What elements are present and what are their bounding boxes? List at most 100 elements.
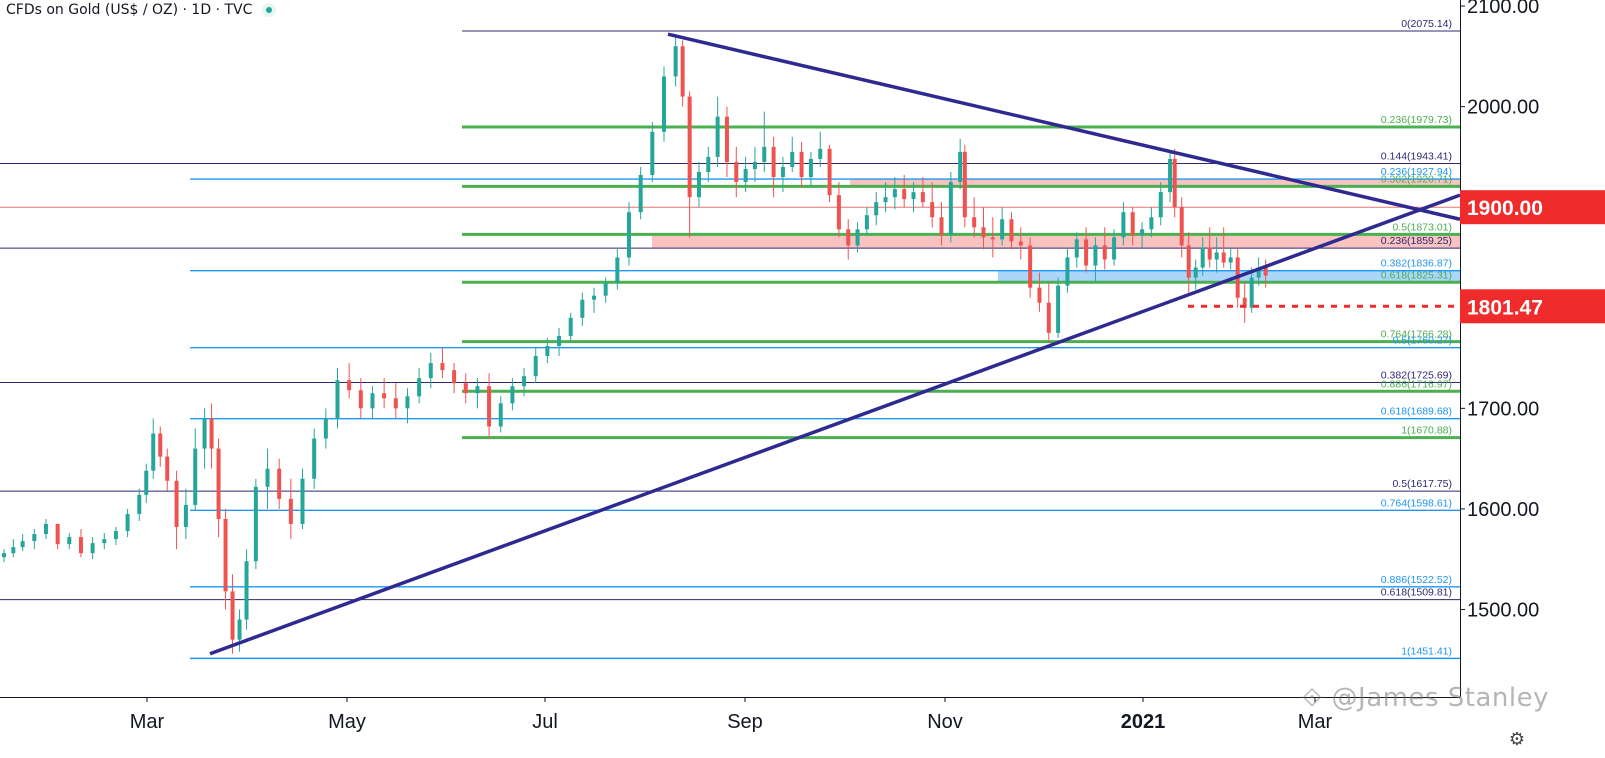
candle-body[interactable] [1221,252,1226,263]
candle-body[interactable] [393,398,398,409]
candle-body[interactable] [55,524,60,545]
candle-body[interactable] [990,237,995,240]
candle-body[interactable] [557,335,562,346]
candle-body[interactable] [428,363,433,379]
candle-body[interactable] [1256,267,1261,278]
candle-body[interactable] [1263,267,1268,276]
candle-body[interactable] [962,151,967,218]
candle-body[interactable] [855,229,860,246]
candle-body[interactable] [883,197,888,203]
candle-body[interactable] [771,146,776,178]
candle-body[interactable] [1009,219,1014,242]
candle-body[interactable] [463,383,468,394]
candle-body[interactable] [32,534,37,542]
candle-body[interactable] [20,541,25,548]
candle-body[interactable] [487,386,492,427]
candle-body[interactable] [580,299,585,318]
candle-body[interactable] [1130,212,1135,236]
candle-body[interactable] [452,370,457,384]
candle-body[interactable] [1207,247,1212,260]
candle-body[interactable] [939,217,944,236]
candle-body[interactable] [1074,239,1079,258]
candle-body[interactable] [158,433,163,457]
candle-body[interactable] [892,189,897,198]
candle-body[interactable] [174,480,179,528]
candle-body[interactable] [90,543,95,554]
candle-body[interactable] [808,158,813,178]
candle-body[interactable] [265,468,270,487]
candle-body[interactable] [1037,287,1042,303]
candle-body[interactable] [1093,245,1098,266]
candle-body[interactable] [244,561,249,620]
candle-body[interactable] [827,148,832,196]
candle-body[interactable] [846,229,851,246]
candle-body[interactable] [1018,241,1023,246]
candle-body[interactable] [1214,252,1219,260]
candle-body[interactable] [216,448,221,519]
candle-body[interactable] [1228,257,1233,263]
candle-body[interactable] [615,257,620,283]
candle-body[interactable] [1186,245,1191,278]
candle-body[interactable] [568,317,573,336]
gear-icon[interactable]: ⚙ [1508,729,1525,749]
candle-body[interactable] [102,539,107,544]
candle-body[interactable] [193,448,198,505]
candle-body[interactable] [911,192,916,200]
candle-body[interactable] [930,202,935,218]
candle-body[interactable] [78,537,83,554]
candle-body[interactable] [680,46,685,97]
candle-body[interactable] [137,494,142,514]
candle-body[interactable] [202,418,207,449]
candle-body[interactable] [11,547,16,554]
candle-body[interactable] [237,619,242,640]
candle-body[interactable] [981,227,986,238]
candle-body[interactable] [818,148,823,159]
candle-body[interactable] [650,131,655,176]
candle-body[interactable] [165,456,170,481]
candle-body[interactable] [358,390,363,409]
candle-body[interactable] [1140,229,1145,236]
candle-body[interactable] [696,171,701,198]
candle-body[interactable] [715,116,720,157]
candle-body[interactable] [1000,219,1005,240]
candle-body[interactable] [743,168,748,183]
candle-body[interactable] [673,46,678,77]
candle-body[interactable] [592,295,597,300]
falling-trendline[interactable] [667,32,1461,221]
candle-body[interactable] [545,345,550,357]
candle-body[interactable] [706,156,711,172]
candle-body[interactable] [1084,239,1089,266]
candle-body[interactable] [288,498,293,525]
candle-body[interactable] [300,478,305,525]
candle-body[interactable] [638,175,643,213]
candle-body[interactable] [253,486,258,562]
candle-body[interactable] [223,518,228,592]
candle-body[interactable] [780,166,785,178]
candle-body[interactable] [335,380,340,419]
candle-body[interactable] [1158,192,1163,218]
candle-body[interactable] [1172,158,1177,208]
candle-body[interactable] [323,418,328,439]
candle-body[interactable] [405,396,410,409]
candle-body[interactable] [724,116,729,162]
candle-body[interactable] [370,393,375,409]
candle-body[interactable] [1200,247,1205,268]
candle-body[interactable] [440,363,445,371]
candle-body[interactable] [958,151,963,183]
candle-body[interactable] [1168,158,1173,193]
candle-body[interactable] [762,146,767,162]
candle-body[interactable] [1102,245,1107,260]
candle-body[interactable] [2,553,6,558]
candle-body[interactable] [902,189,907,200]
candle-body[interactable] [209,418,214,449]
candle-body[interactable] [1249,277,1254,308]
rising-trendline[interactable] [209,193,1461,656]
candle-body[interactable] [1112,237,1117,260]
candle-body[interactable] [1149,217,1154,230]
candle-body[interactable] [1046,302,1051,333]
candle-body[interactable] [498,403,503,427]
candle-body[interactable] [67,537,72,545]
candle-body[interactable] [1121,212,1126,238]
candle-body[interactable] [113,531,118,540]
candle-body[interactable] [874,202,879,216]
